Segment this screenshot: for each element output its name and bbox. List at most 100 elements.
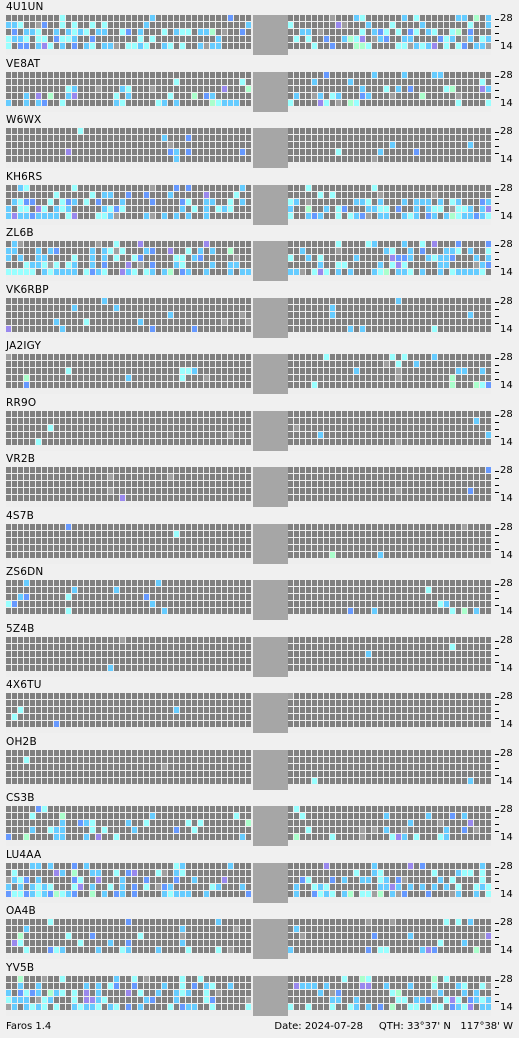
grid-cell xyxy=(156,467,161,473)
grid-cell xyxy=(204,36,209,42)
grid-cell xyxy=(222,636,227,643)
grid-cell xyxy=(246,481,251,487)
grid-cell xyxy=(246,587,251,593)
grid-cell xyxy=(462,297,467,304)
grid-cell xyxy=(144,707,149,713)
grid-cell xyxy=(198,431,203,438)
grid-cell xyxy=(384,71,389,78)
grid-cell xyxy=(228,92,233,99)
grid-cell xyxy=(84,269,89,275)
grid-cell xyxy=(54,650,59,657)
grid-cell xyxy=(204,311,209,318)
grid-cell xyxy=(120,15,125,21)
grid-cell xyxy=(234,149,239,155)
grid-cell xyxy=(180,318,185,325)
grid-cell xyxy=(294,438,299,445)
grid-cell xyxy=(330,488,335,494)
grid-cell xyxy=(186,474,191,480)
grid-cell xyxy=(102,142,107,148)
grid-cell xyxy=(384,601,389,607)
grid-cell xyxy=(198,608,203,614)
grid-cell xyxy=(414,22,419,28)
grid-cell xyxy=(222,438,227,445)
band-tick xyxy=(495,89,499,91)
grid-cell xyxy=(198,262,203,268)
grid-cell xyxy=(234,488,239,494)
grid-cell xyxy=(6,643,11,650)
grid-cell xyxy=(138,368,143,374)
grid-cell xyxy=(156,354,161,360)
grid-cell xyxy=(216,78,221,85)
band-tick xyxy=(495,96,499,98)
grid-cell xyxy=(156,311,161,318)
grid-cell xyxy=(444,71,449,78)
grid-cell xyxy=(366,135,371,141)
grid-cell xyxy=(180,92,185,99)
grid-cell xyxy=(246,311,251,318)
grid-cell xyxy=(216,523,221,530)
grid-cell xyxy=(450,354,455,360)
grid-cell xyxy=(438,650,443,657)
grid-cell xyxy=(414,417,419,424)
grid-cell xyxy=(162,601,167,607)
grid-cell xyxy=(222,354,227,360)
grid-cell xyxy=(84,304,89,311)
grid-cell xyxy=(372,467,377,473)
grid-cell xyxy=(42,601,47,607)
grid-cell xyxy=(144,530,149,537)
grid-cell xyxy=(102,354,107,360)
grid-cell xyxy=(378,467,383,473)
grid-cell xyxy=(306,85,311,92)
grid-cell xyxy=(6,255,11,261)
grid-cell xyxy=(138,205,143,212)
grid-cell xyxy=(102,36,107,42)
grid-cell xyxy=(162,551,167,558)
grid-cell xyxy=(12,297,17,304)
grid-cell xyxy=(426,580,431,586)
grid-cell xyxy=(90,255,95,261)
grid-cell xyxy=(330,354,335,360)
grid-cell xyxy=(228,43,233,49)
grid-cell xyxy=(108,714,113,720)
grid-cell xyxy=(396,128,401,134)
grid-cell xyxy=(336,99,341,106)
grid-cell xyxy=(72,99,77,106)
grid-cell xyxy=(372,255,377,261)
grid-cell xyxy=(426,431,431,438)
grid-cell xyxy=(420,530,425,537)
grid-cell xyxy=(18,142,23,148)
grid-cell xyxy=(12,304,17,311)
grid-cell xyxy=(30,650,35,657)
grid-cell xyxy=(192,580,197,586)
grid-cell xyxy=(342,269,347,275)
grid-cell xyxy=(90,587,95,593)
grid-cell xyxy=(60,495,65,501)
beacon-row: 4S7B 28 14 xyxy=(0,509,519,565)
grid-cell xyxy=(126,212,131,219)
grid-cell xyxy=(138,580,143,586)
grid-cell xyxy=(192,99,197,106)
grid-cell xyxy=(366,318,371,325)
grid-cell xyxy=(72,438,77,445)
grid-cell xyxy=(468,99,473,106)
grid-cell xyxy=(324,544,329,551)
grid-cell xyxy=(48,467,53,473)
grid-cell xyxy=(168,523,173,530)
grid-cell xyxy=(48,304,53,311)
grid-cell xyxy=(18,714,23,720)
grid-cell xyxy=(246,664,251,671)
grid-cell xyxy=(312,424,317,431)
beacon-row: JA2IGY 28 14 xyxy=(0,339,519,395)
grid-cell xyxy=(384,643,389,650)
grid-cell xyxy=(456,530,461,537)
grid-cell xyxy=(462,488,467,494)
grid-cell xyxy=(444,29,449,35)
grid-cell xyxy=(84,417,89,424)
grid-cell xyxy=(84,297,89,304)
grid-cell xyxy=(168,382,173,388)
grid-cell xyxy=(150,601,155,607)
grid-cell xyxy=(48,149,53,155)
grid-cell xyxy=(90,481,95,487)
grid-cell xyxy=(396,142,401,148)
grid-cell xyxy=(180,587,185,593)
